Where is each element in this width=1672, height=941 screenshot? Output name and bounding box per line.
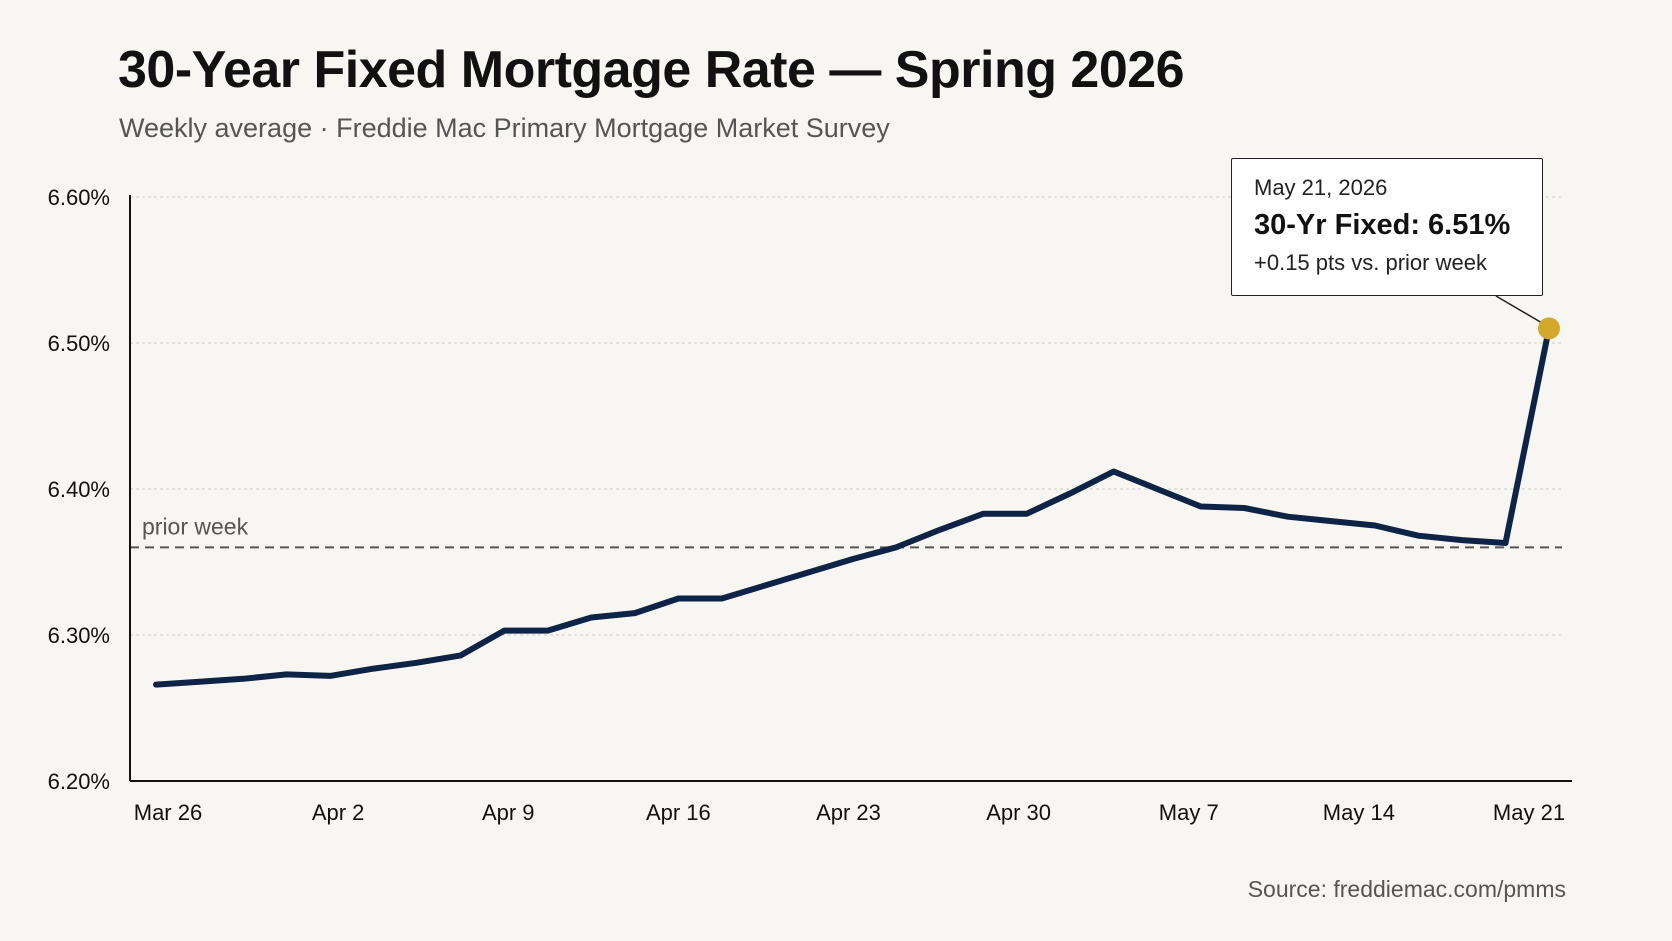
x-tick-label: Apr 16 (646, 800, 711, 825)
reference-line-label: prior week (142, 513, 249, 539)
highlight-tooltip: May 21, 2026 30-Yr Fixed: 6.51% +0.15 pt… (1231, 158, 1543, 296)
chart-title: 30-Year Fixed Mortgage Rate — Spring 202… (118, 41, 1185, 99)
series-group (153, 325, 1552, 688)
tooltip-value: 30-Yr Fixed: 6.51% (1254, 209, 1511, 241)
tooltip-change: +0.15 pts vs. prior week (1254, 250, 1487, 275)
x-tick-label: May 7 (1159, 800, 1219, 825)
x-tick-label: Mar 26 (134, 800, 202, 825)
highlight-marker (1538, 317, 1560, 340)
x-tick-label: May 21 (1493, 800, 1565, 825)
x-tick-label: Apr 9 (482, 800, 535, 825)
x-tick-label: Apr 30 (986, 800, 1051, 825)
y-tick-label: 6.40% (48, 477, 110, 502)
grid-lines (130, 196, 1562, 636)
series-line (153, 325, 1552, 688)
x-tick-label: May 14 (1323, 800, 1395, 825)
chart-subtitle: Weekly average · Freddie Mac Primary Mor… (119, 113, 890, 143)
tooltip-leader-line (1495, 295, 1542, 324)
x-tick-label: Apr 23 (816, 800, 881, 825)
x-axis-ticks: Mar 26 Apr 2 Apr 9 Apr 16 Apr 23 Apr 30 May 7 M… (134, 800, 1565, 825)
highlight-group (1495, 295, 1560, 340)
y-axis-ticks: 6.20% 6.30% 6.40% 6.50% 6.60% (48, 185, 110, 794)
x-tick-label: Apr 2 (312, 800, 365, 825)
y-tick-label: 6.50% (48, 331, 110, 356)
source-note: Source: freddiemac.com/pmms (1247, 876, 1566, 902)
axes (129, 195, 1572, 782)
y-tick-label: 6.30% (48, 623, 110, 648)
y-tick-label: 6.20% (48, 769, 110, 794)
y-tick-label: 6.60% (48, 185, 110, 210)
reference-line-group: prior week (130, 513, 1562, 549)
tooltip-date: May 21, 2026 (1254, 175, 1388, 200)
